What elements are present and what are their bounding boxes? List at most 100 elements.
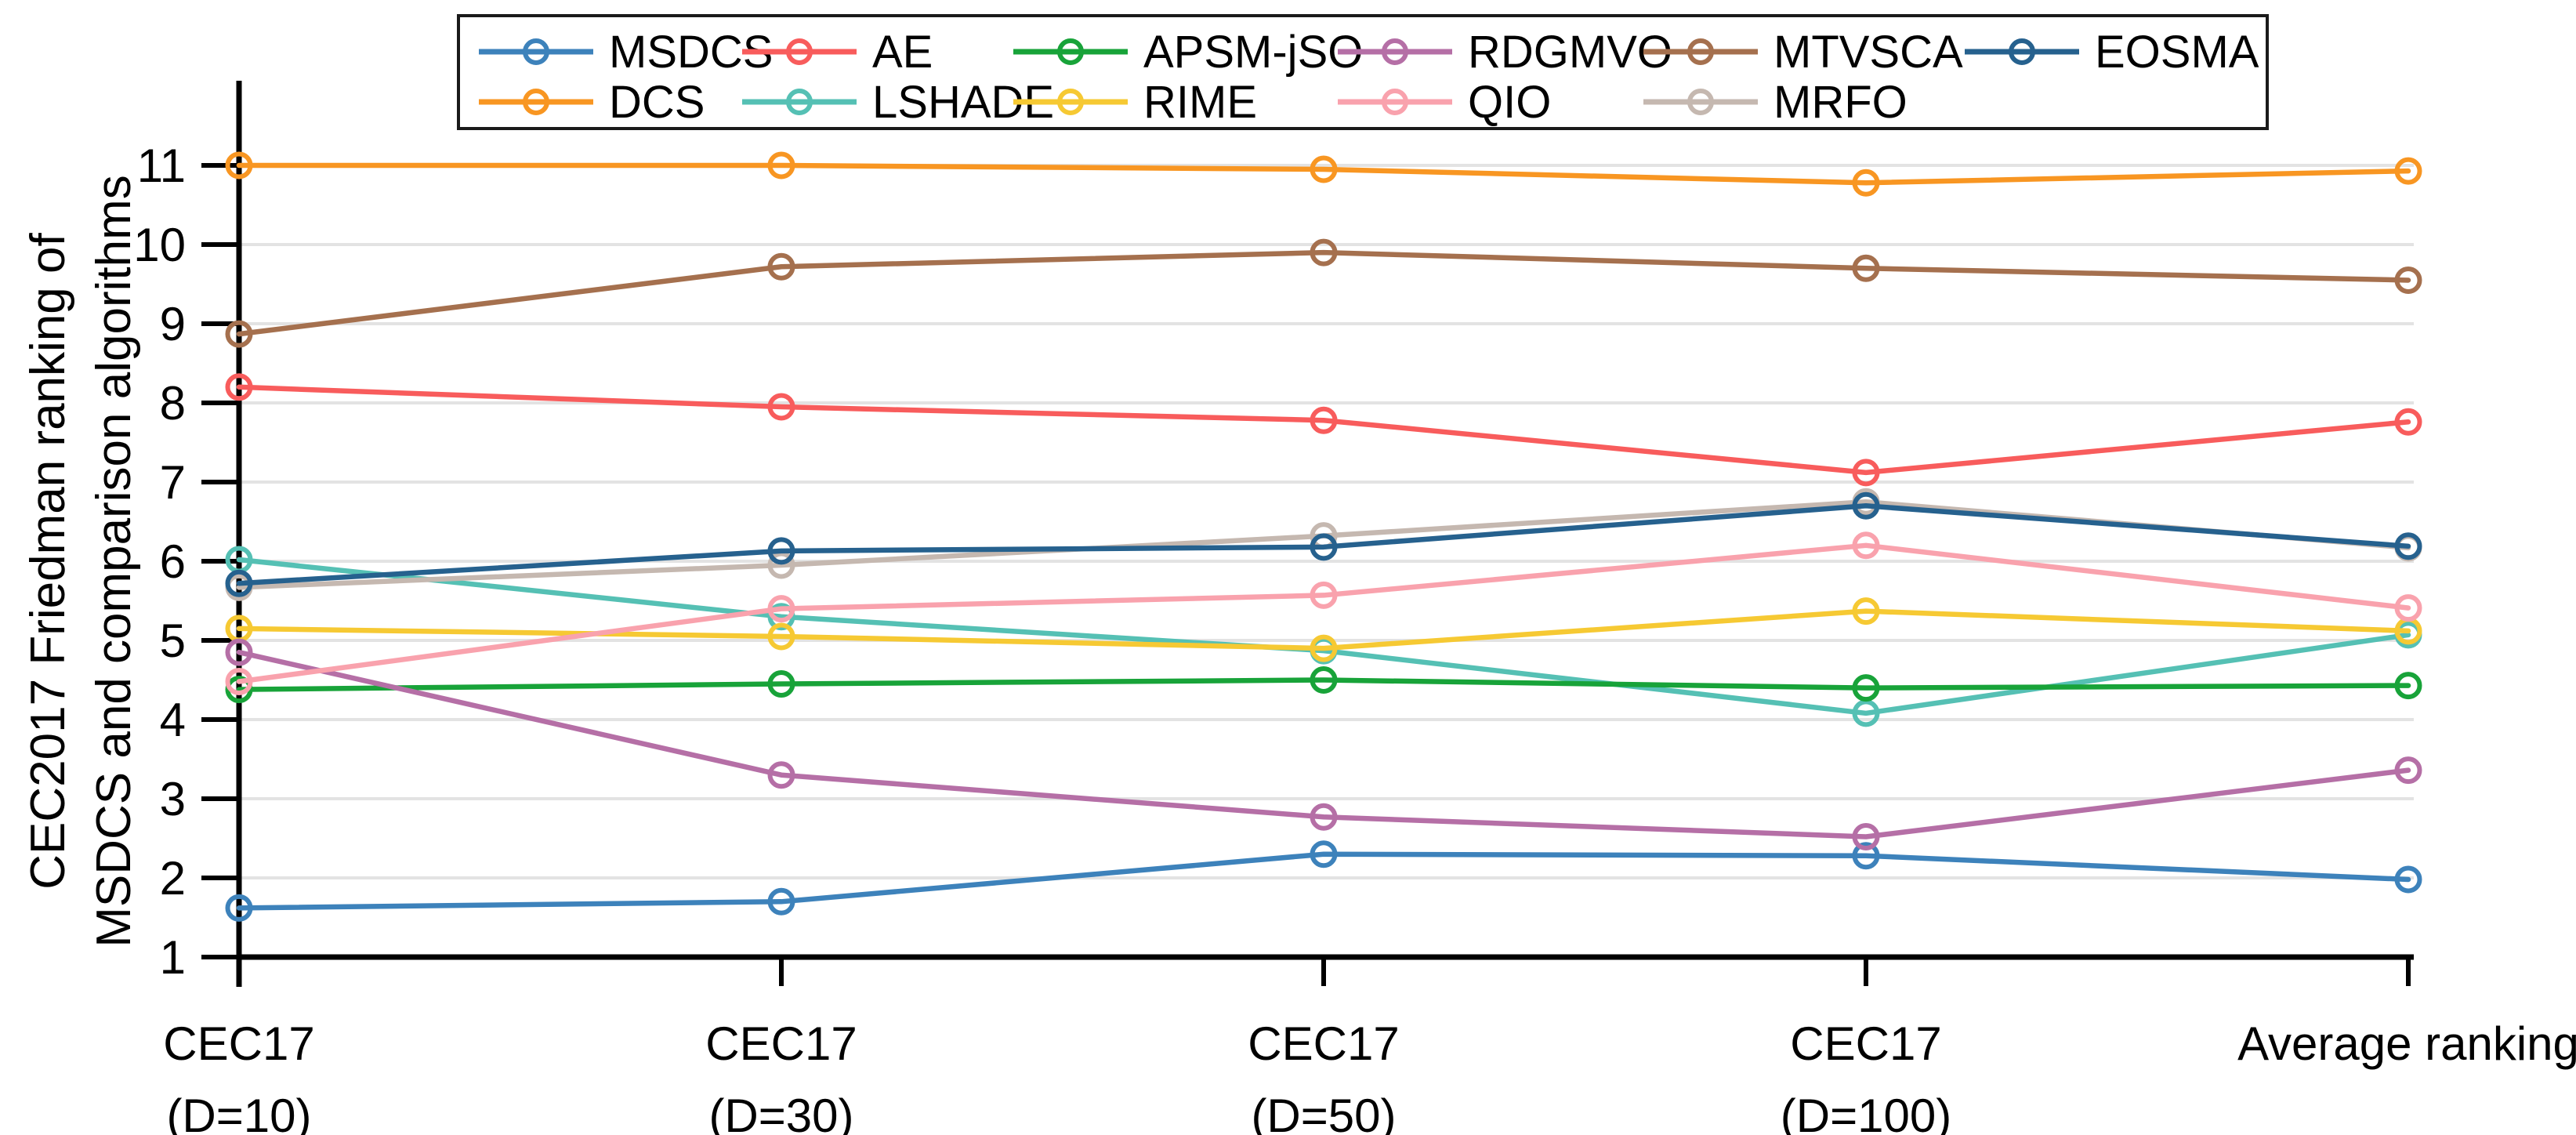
series-marker-APSM-jSO-2 [1310, 666, 1338, 694]
y-tick-label-8: 8 [160, 377, 186, 430]
legend-item-APSM-jSO: APSM-jSO [1013, 26, 1364, 78]
series-marker-MTVSCA-4 [2394, 266, 2422, 294]
series-marker-RIME-1 [767, 622, 795, 651]
series-line-APSM-jSO [236, 677, 2411, 692]
series-marker-RDGMVO-1 [767, 761, 795, 789]
y-tick-label-6: 6 [160, 535, 186, 588]
legend-label-QIO: QIO [1468, 76, 1552, 128]
legend-item-AE: AE [742, 26, 933, 78]
legend-line-marker-icon [1965, 38, 2079, 65]
series-line-MTVSCA [236, 249, 2411, 337]
legend-label-AE: AE [872, 26, 933, 78]
legend-item-QIO: QIO [1338, 76, 1552, 128]
legend-line-marker-icon [742, 89, 857, 115]
x-category-label-4: Average ranking [2237, 1017, 2576, 1070]
legend-item-EOSMA: EOSMA [1965, 26, 2259, 78]
series-line-RDGMVO [236, 649, 2411, 839]
series-marker-QIO-3 [1852, 531, 1880, 560]
series-marker-LSHADE-1 [767, 603, 795, 631]
y-tick-label-9: 9 [160, 298, 186, 350]
series-marker-EOSMA-0 [225, 569, 253, 597]
legend-line-marker-icon [1643, 38, 1758, 65]
series-marker-DCS-2 [1310, 155, 1338, 183]
series-marker-MSDCS-0 [225, 894, 253, 922]
series-marker-MTVSCA-3 [1852, 254, 1880, 282]
y-tick-label-10: 10 [133, 219, 186, 271]
series-marker-DCS-3 [1852, 169, 1880, 197]
legend-line-marker-icon [1013, 38, 1128, 65]
legend-label-EOSMA: EOSMA [2095, 26, 2259, 78]
y-tick-label-5: 5 [160, 615, 186, 667]
series-marker-QIO-4 [2394, 594, 2422, 622]
x-category-label-0: CEC17 [163, 1017, 314, 1070]
chart-legend: MSDCS DCS AE LSHADE APSM-jSO RIME RDGMVO QIO MTV… [457, 14, 2269, 130]
x-category-sublabel-0: (D=10) [166, 1090, 311, 1135]
series-marker-MTVSCA-0 [225, 320, 253, 348]
y-tick-label-4: 4 [160, 694, 186, 746]
legend-line-marker-icon [1013, 89, 1128, 115]
series-marker-APSM-jSO-0 [225, 676, 253, 704]
series-line-EOSMA [236, 503, 2411, 586]
y-axis-label-line1: CEC2017 Friedman ranking of [21, 233, 75, 890]
x-category-sublabel-3: (D=100) [1781, 1090, 1951, 1135]
series-marker-MSDCS-1 [767, 887, 795, 916]
series-marker-EOSMA-2 [1310, 533, 1338, 561]
series-marker-APSM-jSO-1 [767, 670, 795, 698]
y-tick-label-2: 2 [160, 852, 186, 905]
legend-line-marker-icon [479, 89, 593, 115]
series-marker-AE-1 [767, 393, 795, 421]
legend-label-RDGMVO: RDGMVO [1468, 26, 1672, 78]
series-marker-LSHADE-3 [1852, 699, 1880, 727]
series-marker-MSDCS-2 [1310, 840, 1338, 868]
series-marker-MTVSCA-1 [767, 252, 795, 281]
series-marker-AE-4 [2394, 408, 2422, 436]
series-marker-AE-0 [225, 373, 253, 401]
legend-line-marker-icon [1338, 38, 1452, 65]
legend-item-RIME: RIME [1013, 77, 1257, 128]
legend-item-LSHADE: LSHADE [742, 77, 1054, 128]
series-marker-RDGMVO-2 [1310, 803, 1338, 831]
series-line-DCS [236, 162, 2411, 186]
series-line-AE [236, 384, 2411, 476]
series-marker-DCS-1 [767, 151, 795, 179]
legend-label-DCS: DCS [609, 76, 705, 128]
series-marker-EOSMA-3 [1852, 491, 1880, 520]
series-marker-APSM-jSO-4 [2394, 672, 2422, 700]
series-marker-RIME-2 [1310, 634, 1338, 662]
legend-line-marker-icon [1338, 89, 1452, 115]
legend-line-marker-icon [742, 38, 857, 65]
series-marker-DCS-4 [2394, 157, 2422, 185]
legend-item-RDGMVO: RDGMVO [1338, 26, 1672, 78]
series-marker-MSDCS-4 [2394, 865, 2422, 894]
x-category-sublabel-2: (D=50) [1251, 1090, 1396, 1135]
series-marker-RDGMVO-0 [225, 638, 253, 666]
y-tick-label-1: 1 [160, 931, 186, 984]
x-category-label-1: CEC17 [705, 1017, 857, 1070]
series-line-RIME [236, 608, 2411, 651]
series-line-QIO [236, 542, 2411, 684]
series-marker-MTVSCA-2 [1310, 238, 1338, 267]
legend-label-MRFO: MRFO [1773, 76, 1908, 128]
series-marker-RDGMVO-3 [1852, 822, 1880, 850]
legend-item-MTVSCA: MTVSCA [1643, 27, 1963, 78]
series-marker-MRFO-1 [767, 551, 795, 579]
series-marker-QIO-1 [767, 595, 795, 623]
series-marker-RDGMVO-4 [2394, 756, 2422, 785]
series-marker-EOSMA-1 [767, 537, 795, 565]
series-marker-AE-3 [1852, 459, 1880, 487]
legend-item-MSDCS: MSDCS [479, 27, 773, 78]
y-tick-label-11: 11 [137, 140, 186, 192]
legend-item-MRFO: MRFO [1643, 76, 1908, 128]
y-tick-label-3: 3 [160, 773, 186, 825]
legend-line-marker-icon [1643, 89, 1758, 115]
series-marker-AE-2 [1310, 406, 1338, 434]
series-marker-DCS-0 [225, 151, 253, 179]
series-marker-APSM-jSO-3 [1852, 674, 1880, 702]
x-category-label-2: CEC17 [1248, 1017, 1399, 1070]
legend-line-marker-icon [479, 38, 593, 65]
series-marker-MSDCS-3 [1852, 842, 1880, 870]
legend-item-DCS: DCS [479, 76, 705, 128]
legend-label-APSM-jSO: APSM-jSO [1143, 26, 1364, 78]
